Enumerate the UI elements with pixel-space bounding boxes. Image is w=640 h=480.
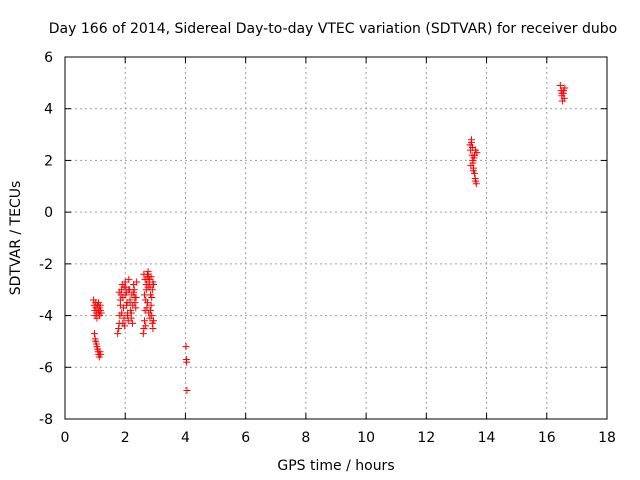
data-point [471, 151, 479, 159]
x-tick-label: 14 [478, 430, 496, 446]
data-point [148, 293, 156, 301]
y-tick-label: -8 [39, 412, 53, 428]
x-tick-label: 0 [61, 430, 70, 446]
x-tick-label: 16 [538, 430, 556, 446]
data-point [91, 330, 99, 338]
data-point [467, 162, 475, 170]
y-axis-label: SDTVAR / TECUs [8, 181, 24, 296]
data-point [140, 291, 148, 299]
y-tick-label: 4 [44, 102, 53, 118]
data-point [132, 293, 140, 301]
x-tick-label: 8 [301, 430, 310, 446]
data-point [130, 288, 138, 296]
data-point [122, 301, 130, 309]
data-point [132, 304, 140, 312]
plot-frame [64, 56, 608, 420]
data-point [115, 325, 123, 332]
data-point [139, 330, 147, 338]
x-axis-label: GPS time / hours [277, 458, 394, 474]
data-point [148, 286, 156, 294]
data-point [144, 299, 152, 307]
x-axis-ticks: 0 2 4 6 8 10 12 14 16 18 [61, 57, 616, 446]
data-point [147, 306, 155, 314]
data-point [140, 270, 148, 278]
x-tick-label: 6 [241, 430, 250, 446]
data-point [182, 343, 190, 351]
data-point [120, 283, 128, 291]
data-point [468, 138, 475, 146]
data-point [119, 319, 127, 327]
data-point [116, 296, 124, 304]
x-tick-label: 18 [598, 430, 616, 446]
x-tick-label: 4 [181, 430, 190, 446]
data-point [556, 81, 564, 89]
data-point [560, 94, 568, 102]
y-tick-label: 6 [44, 50, 53, 66]
y-axis-ticks: -8 -6 -4 -2 0 2 4 6 [39, 50, 607, 428]
data-point [114, 330, 122, 338]
data-point [142, 322, 150, 330]
y-tick-label: 0 [44, 205, 53, 221]
data-point [121, 278, 129, 286]
data-point [147, 301, 155, 309]
data-point [140, 317, 148, 325]
data-point [97, 350, 105, 358]
data-point [183, 387, 191, 395]
data-point [131, 299, 139, 307]
chart-title: Day 166 of 2014, Sidereal Day-to-day VTE… [49, 21, 617, 37]
y-tick-label: -4 [39, 309, 53, 325]
data-point [471, 146, 479, 154]
data-points [90, 81, 569, 395]
x-tick-label: 2 [121, 430, 130, 446]
data-point [144, 283, 152, 291]
data-point [560, 87, 568, 95]
data-point [145, 275, 153, 283]
data-point [125, 275, 133, 283]
data-point [124, 312, 132, 320]
data-point [125, 286, 133, 294]
data-point [133, 278, 141, 286]
data-point [127, 309, 135, 317]
y-tick-label: 2 [44, 153, 53, 169]
data-point [128, 319, 136, 327]
data-point [183, 358, 191, 366]
x-tick-label: 12 [417, 430, 435, 446]
data-point [120, 314, 128, 322]
data-point [118, 309, 126, 317]
data-point [150, 317, 158, 325]
data-point [469, 167, 477, 175]
data-point [149, 278, 157, 286]
x-tick-label: 10 [357, 430, 375, 446]
data-point [144, 268, 152, 276]
data-point [143, 304, 151, 312]
data-point [115, 288, 123, 296]
data-point [146, 314, 154, 322]
data-point [97, 309, 105, 317]
y-tick-label: -2 [39, 257, 53, 273]
y-tick-label: -6 [39, 360, 53, 376]
data-point [121, 291, 129, 299]
data-point [149, 325, 157, 332]
grid-lines [65, 57, 607, 419]
data-point [472, 180, 480, 188]
